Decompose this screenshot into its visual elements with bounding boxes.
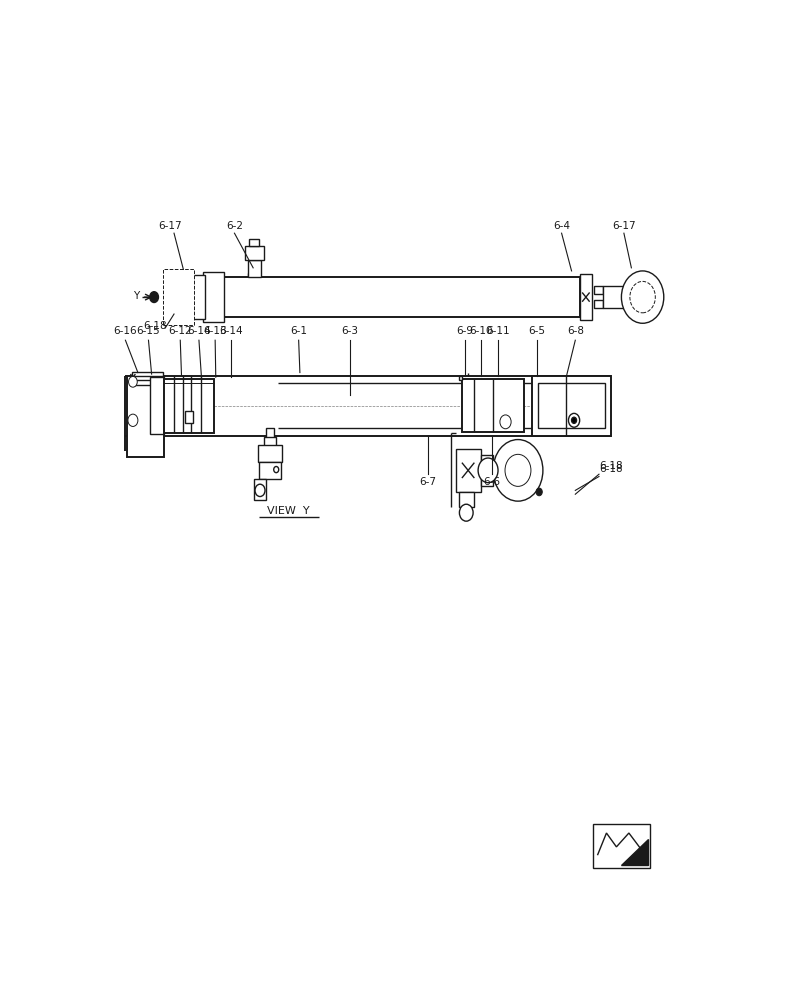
Text: 6-6: 6-6 [483,477,499,487]
Text: 6-14: 6-14 [187,326,210,336]
Bar [150,377,164,434]
Text: Y: Y [132,291,139,301]
Circle shape [255,484,265,497]
Bar [537,383,605,428]
Text: 6-5: 6-5 [528,326,544,336]
Text: 6-18: 6-18 [598,464,622,474]
Bar [531,376,610,436]
Text: 6-17: 6-17 [158,221,181,231]
Text: 6-7: 6-7 [418,477,435,487]
Bar [593,300,602,308]
Bar [263,437,276,446]
Bar [203,272,224,322]
Circle shape [571,417,576,423]
Bar [193,275,205,319]
Bar [265,428,274,439]
Circle shape [273,466,279,473]
Bar [459,492,474,507]
Text: 6-17: 6-17 [611,221,635,231]
Bar [248,260,260,277]
Bar [259,462,281,479]
Bar [132,372,162,376]
Text: 6-2: 6-2 [226,221,243,231]
Circle shape [128,376,137,387]
Bar [164,379,214,433]
Text: 6-15: 6-15 [137,326,160,336]
Polygon shape [621,839,646,865]
Bar [602,286,638,308]
Bar [249,239,259,246]
Text: 6-14: 6-14 [219,326,243,336]
Text: 6-4: 6-4 [552,221,569,231]
Bar [185,411,193,423]
Text: VIEW  Y: VIEW Y [267,506,310,516]
Circle shape [621,271,663,323]
Circle shape [492,440,542,501]
Bar [480,455,492,486]
Text: 6-9: 6-9 [456,326,473,336]
Circle shape [499,415,511,429]
Circle shape [149,292,158,302]
Circle shape [478,458,497,483]
Circle shape [459,504,472,521]
Circle shape [536,488,541,496]
Circle shape [629,281,654,313]
Bar [459,376,461,380]
Bar [257,445,282,462]
Bar [461,379,524,432]
Bar [245,246,263,260]
Circle shape [128,414,138,426]
Bar [592,824,650,868]
Text: 6-18: 6-18 [598,461,622,471]
Bar [455,449,480,492]
Bar [492,459,494,482]
Text: 6-1: 6-1 [290,326,307,336]
Text: 6-10: 6-10 [468,326,491,336]
Text: 6-12: 6-12 [169,326,192,336]
Text: 6-11: 6-11 [486,326,509,336]
Text: 6-18: 6-18 [144,321,167,331]
Bar [222,277,580,317]
Text: 6-13: 6-13 [203,326,226,336]
Bar [254,479,266,500]
Circle shape [504,454,530,486]
Bar [162,269,194,325]
Text: 6-8: 6-8 [566,326,583,336]
Text: 6-16: 6-16 [113,326,137,336]
Circle shape [568,413,579,427]
Bar [593,286,602,294]
Bar [127,376,164,457]
Text: 6-3: 6-3 [340,326,358,336]
Bar [580,274,591,320]
